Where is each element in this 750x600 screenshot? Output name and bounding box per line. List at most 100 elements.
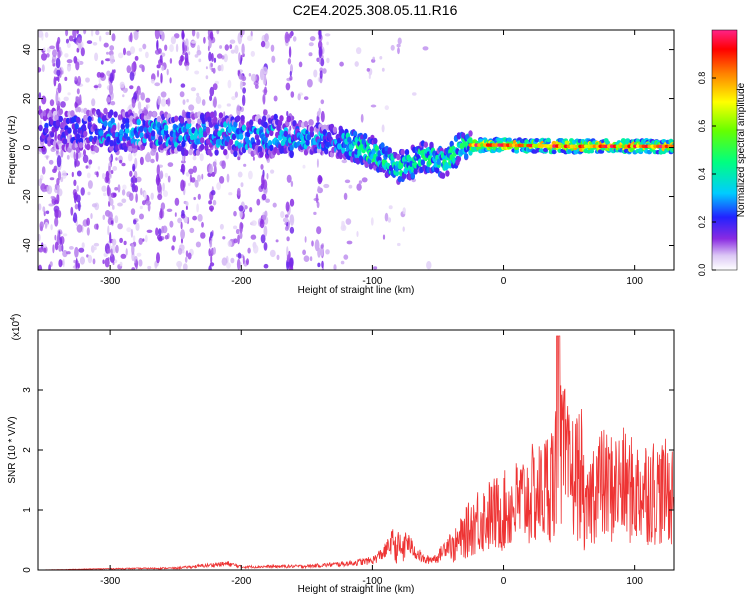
noise-streak [73,56,78,64]
noise-speck [298,61,303,68]
noise-speck [302,249,306,256]
noise-streak [77,75,82,86]
noise-speck [223,53,228,63]
noise-speck [356,47,362,55]
noise-streak [76,88,80,95]
noise-streak [134,55,139,61]
noise-streak [321,260,324,269]
noise-streak [259,219,265,229]
ridge-cell [468,130,473,137]
ridge-cell [363,133,368,140]
noise-speck [333,264,337,270]
noise-speck [240,182,244,188]
ridge-cell [207,148,212,156]
noise-speck [320,99,325,105]
noise-speck [92,42,98,46]
noise-speck [226,103,231,107]
snr-x-tick-label: -200 [231,576,251,587]
noise-streak [156,69,160,78]
noise-speck [78,247,85,253]
ridge-cell [103,120,108,127]
noise-speck [139,64,144,69]
noise-speck [86,40,93,44]
ridge-cell [259,151,264,158]
noise-streak [74,101,78,109]
noise-speck [138,259,143,267]
noise-speck [345,218,352,225]
noise-streak [74,76,78,81]
noise-speck [91,203,98,208]
noise-streak [318,57,321,65]
noise-speck [233,238,238,244]
noise-speck [250,30,253,38]
noise-speck [62,233,68,237]
noise-speck [65,30,69,37]
noise-speck [191,30,196,37]
noise-speck [221,160,226,170]
ridge-cell [75,133,81,140]
noise-streak [57,49,61,59]
noise-speck [183,216,189,224]
noise-streak [160,72,163,84]
ridge-cell [178,135,183,142]
noise-speck [273,95,278,102]
noise-speck [226,262,231,269]
ridge-cell [429,141,434,149]
ridge-cell [136,118,141,126]
ridge-cell [184,149,189,156]
ridge-cell [263,136,268,143]
noise-speck [69,246,74,250]
noise-speck [45,223,47,229]
noise-speck [95,30,100,36]
noise-streak [104,257,110,268]
noise-speck [49,177,55,181]
noise-speck [208,248,211,257]
noise-speck [326,57,330,64]
noise-speck [38,30,44,38]
noise-streak [133,219,137,225]
noise-speck [197,214,203,222]
noise-speck [54,234,57,241]
ridge-cell [83,130,88,138]
noise-speck [171,245,175,251]
noise-speck [339,61,344,67]
noise-speck [38,247,44,253]
noise-speck [123,240,127,246]
noise-speck [146,151,151,161]
ridge-cell [44,127,49,134]
noise-speck [196,92,200,97]
noise-speck [217,104,222,109]
ridge-cell [543,147,548,153]
snr-panel: -300 -200 -100 0 100 0 1 2 3 Height of straight… [7,314,675,595]
noise-streak [179,91,185,98]
spectrogram-y-tick-label: 0 [22,144,33,150]
colorbar-tick-label: 0.0 [697,264,707,277]
spectrogram-y-tick-label: -40 [22,238,33,253]
snr-x-tick-label: -300 [100,576,120,587]
ridge-cell [74,122,79,130]
noise-speck [286,174,292,183]
noise-speck [50,224,53,231]
noise-speck [88,159,93,165]
noise-speck [42,247,47,253]
noise-streak [284,226,289,231]
noise-streak [185,250,189,258]
noise-speck [231,96,236,101]
noise-streak [211,52,214,62]
noise-streak [316,158,319,168]
ridge-cell [125,122,130,129]
noise-speck [66,154,70,160]
noise-speck [187,252,192,260]
noise-streak [181,163,186,174]
noise-streak [287,220,290,229]
noise-streak [264,86,267,96]
noise-streak [108,165,111,174]
noise-speck [68,35,74,42]
noise-streak [55,92,59,104]
noise-speck [388,205,393,210]
noise-speck [103,42,109,48]
noise-speck [126,227,132,233]
noise-speck [174,212,177,217]
noise-speck [194,179,199,188]
noise-speck [272,202,277,208]
